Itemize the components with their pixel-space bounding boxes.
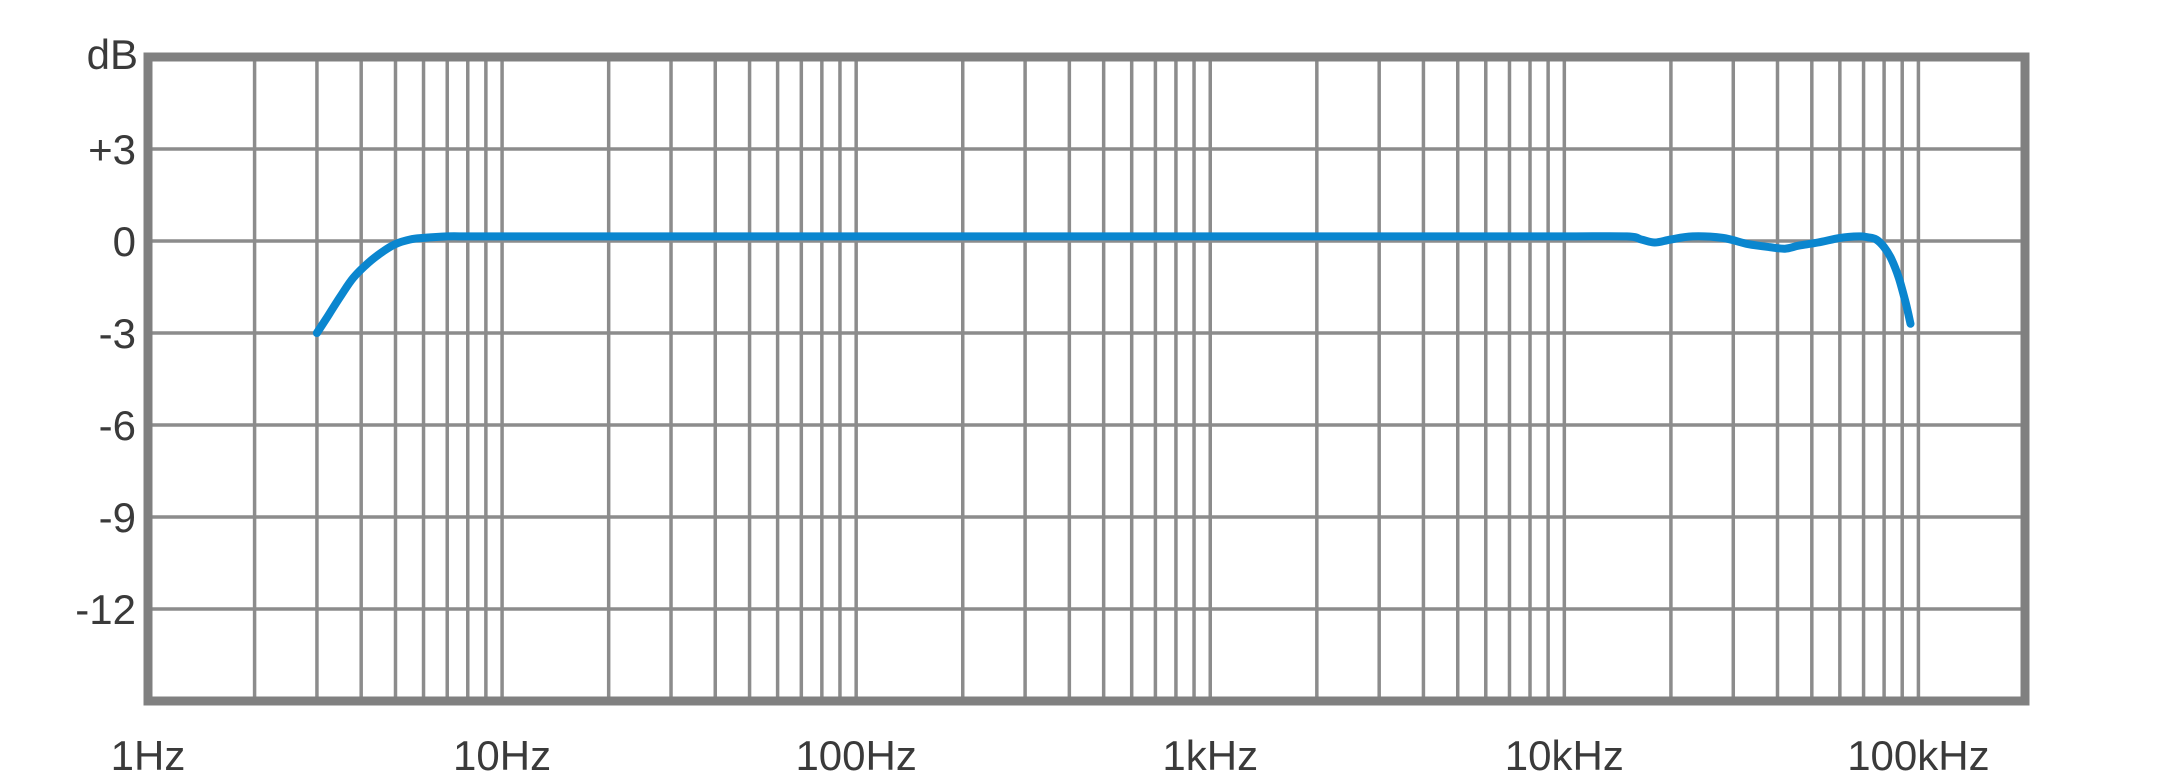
y-tick-label: -6 [99, 402, 136, 449]
y-tick-label: -9 [99, 494, 136, 541]
series-layer [312, 232, 1915, 337]
y-tick-label: 0 [113, 218, 136, 265]
plot-frame [143, 52, 2030, 706]
x-tick-label: 100kHz [1847, 732, 1989, 775]
y-tick-label: +3 [88, 126, 136, 173]
y-tick-label: -3 [99, 310, 136, 357]
y-axis-unit-label: dB [87, 31, 138, 78]
y-tick-label: -12 [75, 586, 136, 633]
x-tick-label: 10Hz [453, 732, 551, 775]
x-tick-label: 10kHz [1505, 732, 1624, 775]
x-tick-label: 1Hz [111, 732, 186, 775]
x-tick-label: 100Hz [795, 732, 916, 775]
grid-lines [148, 57, 2025, 701]
labels-layer: dB +3 0 -3 -6 -9 -12 1Hz 10Hz 100Hz 1kHz 10kHz 100k… [75, 31, 1989, 775]
x-tick-label: 1kHz [1162, 732, 1258, 775]
series-line [312, 232, 1915, 337]
